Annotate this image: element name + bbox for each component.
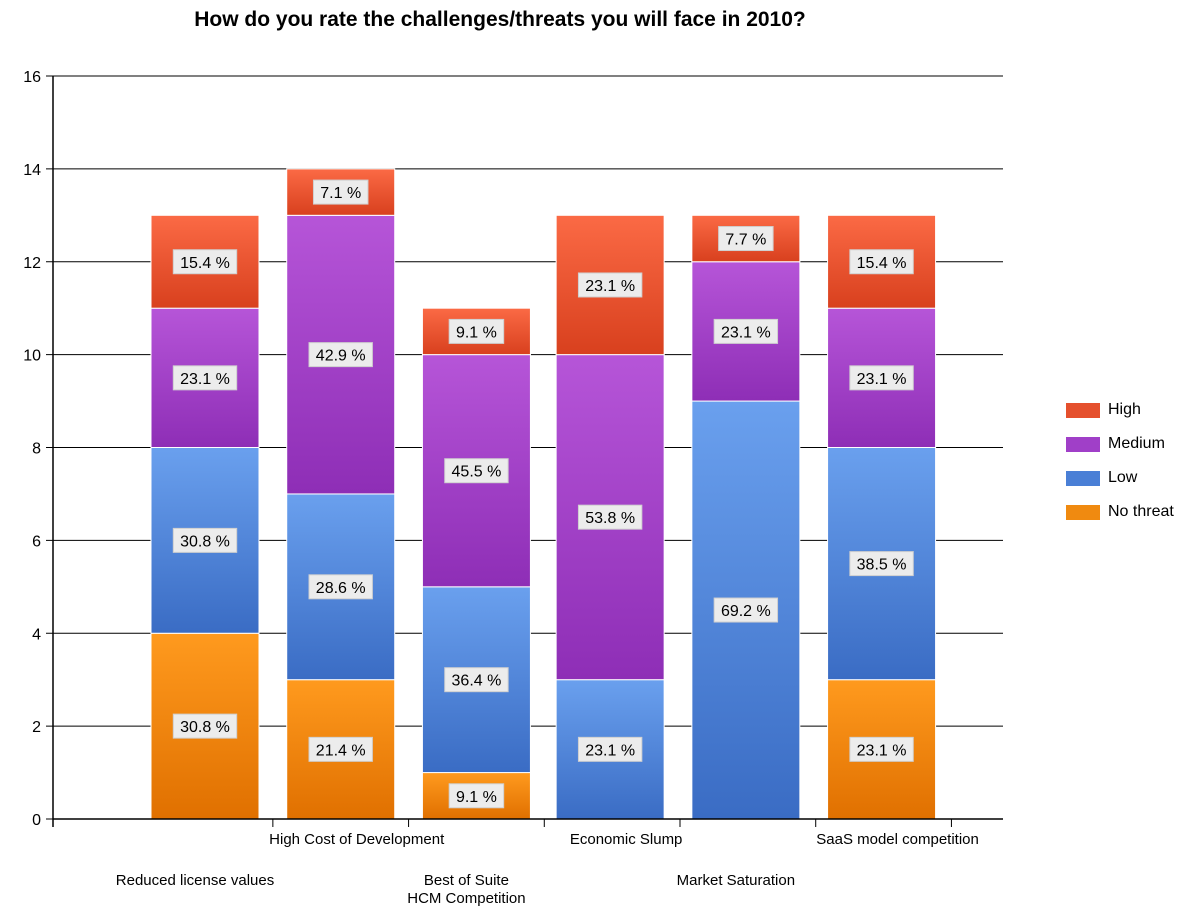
svg-text:9.1 %: 9.1 % bbox=[456, 789, 497, 806]
svg-text:30.8 %: 30.8 % bbox=[180, 719, 230, 736]
svg-text:23.1 %: 23.1 % bbox=[721, 324, 771, 341]
legend-swatch-no-threat bbox=[1066, 504, 1100, 520]
data-label: 21.4 % bbox=[308, 736, 373, 762]
chart-legend: High Medium Low No threat bbox=[1066, 393, 1174, 529]
data-label: 53.8 % bbox=[577, 504, 643, 530]
data-label: 23.1 % bbox=[849, 365, 914, 391]
svg-text:45.5 %: 45.5 % bbox=[452, 464, 502, 481]
data-label: 42.9 % bbox=[308, 342, 373, 368]
legend-label-high: High bbox=[1108, 401, 1141, 418]
svg-text:15.4 %: 15.4 % bbox=[180, 255, 230, 272]
data-label: 15.4 % bbox=[172, 249, 238, 275]
data-label: 23.1 % bbox=[577, 272, 643, 298]
y-tick-label: 0 bbox=[32, 812, 41, 829]
legend-item-no-threat: No threat bbox=[1066, 495, 1174, 529]
y-tick-label: 4 bbox=[32, 626, 41, 643]
data-label: 45.5 % bbox=[444, 458, 509, 484]
svg-text:23.1 %: 23.1 % bbox=[857, 742, 907, 759]
data-label: 7.1 % bbox=[312, 179, 369, 205]
x-category-label: High Cost of Development bbox=[269, 831, 445, 848]
y-tick-label: 6 bbox=[32, 533, 41, 550]
data-label: 23.1 % bbox=[849, 736, 914, 762]
svg-text:9.1 %: 9.1 % bbox=[456, 324, 497, 341]
stacked-bar-chart: 0 2 4 6 8 10 12 14 16 Reduced license values High … bbox=[23, 69, 1003, 907]
svg-text:42.9 %: 42.9 % bbox=[316, 348, 366, 365]
y-tick-label: 12 bbox=[23, 255, 41, 272]
x-category-label: Reduced license values bbox=[116, 872, 274, 889]
legend-swatch-medium bbox=[1066, 436, 1100, 452]
data-label: 23.1 % bbox=[577, 736, 643, 762]
data-label: 9.1 % bbox=[448, 318, 505, 344]
data-label: 15.4 % bbox=[849, 249, 914, 275]
x-category-label: Best of Suite HCM Competition bbox=[407, 872, 525, 907]
y-tick-label: 2 bbox=[32, 719, 41, 736]
x-category-label: SaaS model competition bbox=[816, 831, 979, 848]
legend-item-medium: Medium bbox=[1066, 427, 1174, 461]
chart-title: How do you rate the challenges/threats y… bbox=[194, 8, 806, 31]
svg-text:15.4 %: 15.4 % bbox=[857, 255, 907, 272]
data-label: 9.1 % bbox=[448, 783, 505, 809]
y-tick-label: 16 bbox=[23, 69, 41, 86]
legend-swatch-high bbox=[1066, 402, 1100, 418]
data-label: 36.4 % bbox=[444, 667, 509, 693]
x-category-label: Economic Slump bbox=[570, 831, 683, 848]
svg-text:69.2 %: 69.2 % bbox=[721, 603, 771, 620]
legend-label-medium: Medium bbox=[1108, 435, 1165, 452]
x-category-label: Market Saturation bbox=[677, 872, 795, 889]
svg-text:53.8 %: 53.8 % bbox=[585, 510, 635, 527]
svg-text:7.1 %: 7.1 % bbox=[320, 185, 361, 202]
svg-text:23.1 %: 23.1 % bbox=[180, 371, 230, 388]
svg-text:23.1 %: 23.1 % bbox=[857, 371, 907, 388]
svg-text:28.6 %: 28.6 % bbox=[316, 580, 366, 597]
legend-item-high: High bbox=[1066, 393, 1174, 427]
data-label: 69.2 % bbox=[713, 597, 779, 623]
data-label: 30.8 % bbox=[172, 713, 238, 739]
legend-item-low: Low bbox=[1066, 461, 1174, 495]
data-label: 28.6 % bbox=[308, 574, 373, 600]
svg-text:30.8 %: 30.8 % bbox=[180, 533, 230, 550]
svg-text:38.5 %: 38.5 % bbox=[857, 557, 907, 574]
y-tick-label: 10 bbox=[23, 348, 41, 365]
legend-label-low: Low bbox=[1108, 469, 1138, 486]
legend-swatch-low bbox=[1066, 470, 1100, 486]
svg-text:7.7 %: 7.7 % bbox=[725, 232, 766, 249]
data-label: 23.1 % bbox=[713, 318, 779, 344]
data-label: 30.8 % bbox=[172, 527, 238, 553]
data-label: 38.5 % bbox=[849, 551, 914, 577]
svg-text:23.1 %: 23.1 % bbox=[585, 278, 635, 295]
data-label: 23.1 % bbox=[172, 365, 238, 391]
svg-text:21.4 %: 21.4 % bbox=[316, 742, 366, 759]
svg-text:36.4 %: 36.4 % bbox=[452, 673, 502, 690]
y-tick-label: 14 bbox=[23, 162, 41, 179]
data-label: 7.7 % bbox=[718, 226, 774, 252]
svg-text:23.1 %: 23.1 % bbox=[585, 742, 635, 759]
y-tick-label: 8 bbox=[32, 441, 41, 458]
legend-label-no-threat: No threat bbox=[1108, 503, 1174, 520]
